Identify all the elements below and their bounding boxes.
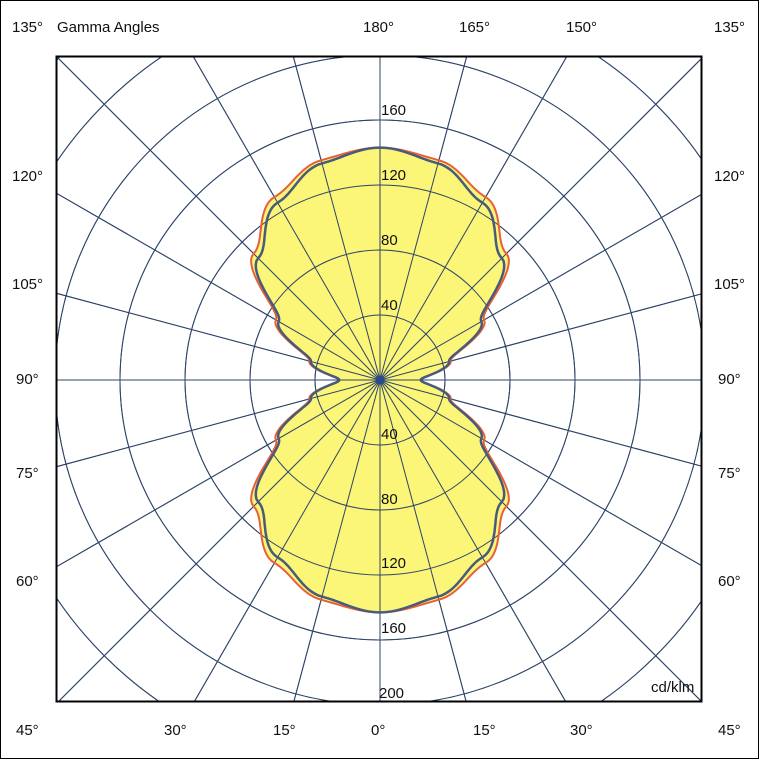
radial-label-120-lower: 120 (381, 555, 407, 572)
grid-spoke-285 (57, 379, 381, 468)
angle-label-150: 150° (566, 19, 598, 36)
radial-label-80-upper: 80 (381, 232, 398, 249)
left-label-90: 90° (16, 371, 39, 388)
grid-spoke-120 (379, 194, 701, 381)
grid-spoke-150 (379, 57, 568, 381)
grid-spoke-165 (379, 57, 468, 381)
right-label-105: 105° (714, 276, 746, 293)
grid-spoke-315 (58, 379, 381, 701)
grid-spoke-195 (292, 57, 381, 381)
grid-spoke-45 (379, 379, 701, 701)
corner-label-top-left: 135° (12, 19, 44, 36)
left-label-120: 120° (12, 168, 44, 185)
left-label-60: 60° (16, 573, 39, 590)
grid-spoke-15 (379, 379, 467, 701)
grid-spoke-60 (379, 379, 701, 566)
radial-label-120-upper: 120 (381, 167, 407, 184)
grid-spoke-345 (293, 379, 381, 701)
grid-spoke-225 (57, 57, 381, 381)
right-label-90: 90° (718, 371, 741, 388)
corner-label-bottom-right: 45° (718, 722, 741, 739)
left-label-75: 75° (16, 465, 39, 482)
grid-spoke-135 (379, 58, 701, 381)
bottom-label-15-left: 15° (273, 722, 296, 739)
grid-spoke-210 (192, 57, 381, 381)
angle-label-180: 180° (363, 19, 395, 36)
grid-spoke-330 (194, 379, 381, 701)
radial-label-40-upper: 40 (381, 297, 398, 314)
chart-title: Gamma Angles (57, 19, 160, 36)
bottom-label-15-right: 15° (473, 722, 496, 739)
curve-c0-c180 (254, 146, 506, 614)
bottom-label-0: 0° (371, 722, 386, 739)
bottom-label-30-left: 30° (164, 722, 187, 739)
grid-spoke-30 (379, 379, 566, 701)
radial-label-160-upper: 160 (381, 102, 407, 119)
grid-spoke-105 (379, 293, 701, 381)
corner-label-top-right: 135° (714, 19, 746, 36)
unit-label: cd/klm (651, 679, 695, 696)
radial-label-200: 200 (379, 685, 405, 702)
bottom-label-30-right: 30° (570, 722, 593, 739)
right-label-120: 120° (714, 168, 746, 185)
grid-spoke-300 (57, 379, 381, 568)
grid-spoke-240 (57, 192, 381, 381)
radial-label-80-lower: 80 (381, 491, 398, 508)
grid-spoke-75 (379, 379, 701, 467)
corner-label-bottom-left: 45° (16, 722, 39, 739)
radial-label-40-lower: 40 (381, 426, 398, 443)
plot-frame (55, 55, 703, 703)
right-label-75: 75° (718, 465, 741, 482)
left-label-105: 105° (12, 276, 44, 293)
radial-label-160-lower: 160 (381, 620, 407, 637)
angle-label-165: 165° (459, 19, 491, 36)
grid-spoke-255 (57, 292, 381, 381)
center-point (375, 375, 385, 385)
right-label-60: 60° (718, 573, 741, 590)
